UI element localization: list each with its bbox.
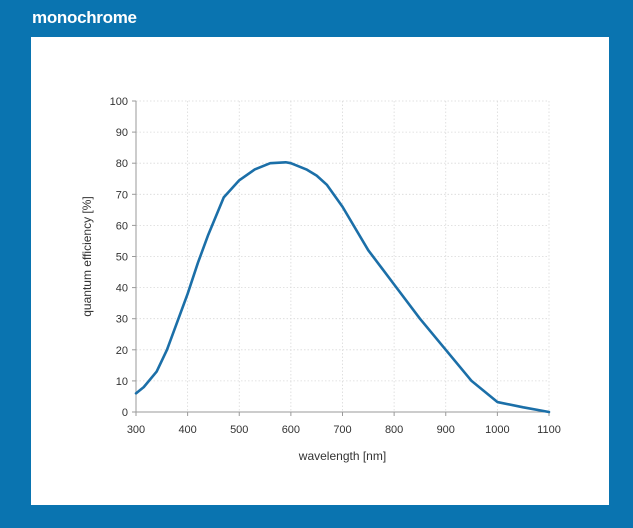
y-tick-label: 20 <box>116 345 128 357</box>
x-tick-label: 1100 <box>537 424 561 436</box>
x-tick-label: 900 <box>437 424 455 436</box>
x-tick-label: 500 <box>230 424 248 436</box>
y-tick-label: 30 <box>116 314 128 326</box>
y-tick-label: 40 <box>116 283 128 295</box>
y-tick-label: 100 <box>110 96 128 108</box>
y-tick-label: 60 <box>116 220 128 232</box>
panel-title: monochrome <box>32 8 137 27</box>
y-tick-label: 10 <box>116 376 128 388</box>
y-tick-label: 90 <box>116 127 128 139</box>
x-tick-label: 400 <box>178 424 196 436</box>
x-tick-label: 1000 <box>485 424 509 436</box>
y-tick-label: 0 <box>122 407 128 419</box>
x-tick-label: 700 <box>333 424 351 436</box>
y-axis-title: quantum efficiency [%] <box>80 196 94 317</box>
x-axis-title: wavelength [nm] <box>298 449 386 463</box>
y-tick-label: 70 <box>116 189 128 201</box>
series-layer <box>134 160 551 414</box>
y-tick-label: 80 <box>116 158 128 170</box>
grid-layer <box>136 100 550 412</box>
qe-curve-line <box>134 160 551 414</box>
y-tick-label: 50 <box>116 252 128 264</box>
qe-chart: 0 10 20 30 40 50 60 70 80 90 100 300 400 500 600 700 800… <box>80 96 561 463</box>
axis-layer <box>132 100 550 416</box>
x-tick-label: 800 <box>385 424 403 436</box>
x-tick-label: 600 <box>282 424 300 436</box>
plot-panel: 0 10 20 30 40 50 60 70 80 90 100 300 400 500 600 700 800… <box>31 37 609 505</box>
label-layer: 0 10 20 30 40 50 60 70 80 90 100 300 400 500 600 700 800… <box>110 96 561 436</box>
x-tick-label: 300 <box>127 424 145 436</box>
